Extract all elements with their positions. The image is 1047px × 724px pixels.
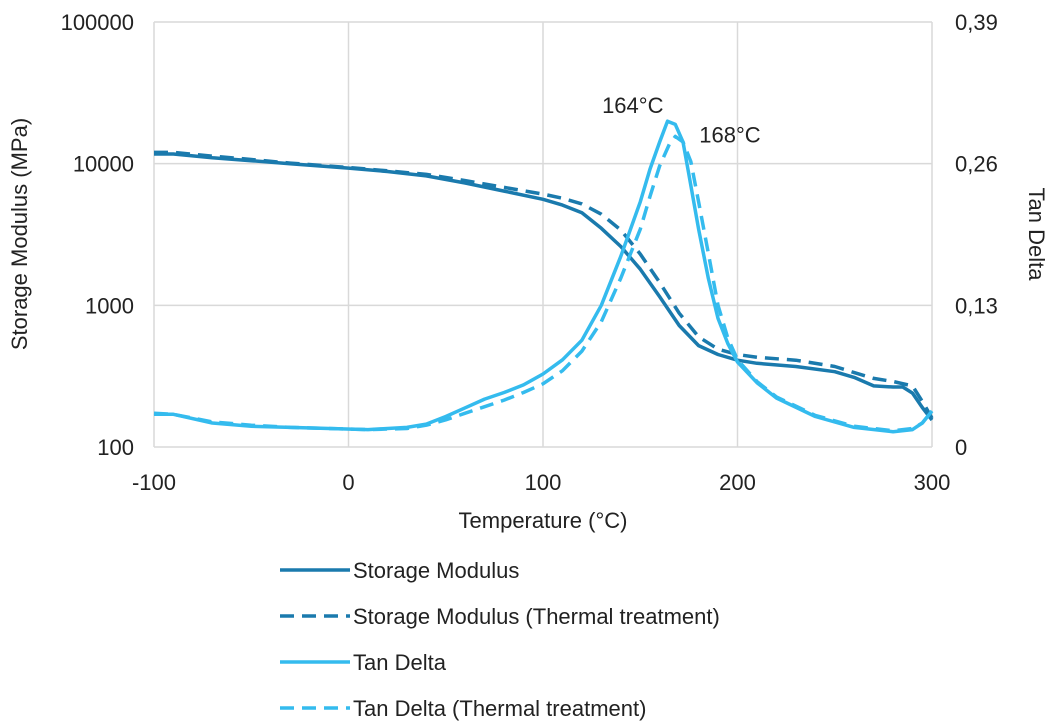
y2-tick-label: 0,26 xyxy=(955,152,998,177)
y2-tick-label: 0,13 xyxy=(955,293,998,318)
y-tick-label: 1000 xyxy=(85,293,134,318)
x-tick-label: 300 xyxy=(914,470,951,495)
series-line-2 xyxy=(154,150,934,419)
y2-tick-label: 0,39 xyxy=(955,10,998,35)
annotations: 164°C 168°C xyxy=(602,93,761,147)
legend-label: Tan Delta xyxy=(353,650,447,675)
annotation-label: 168°C xyxy=(699,122,761,147)
y2-axis-label: Tan Delta xyxy=(1024,188,1047,282)
legend-label: Storage Modulus (Thermal treatment) xyxy=(353,604,720,629)
x-axis-label: Temperature (°C) xyxy=(459,508,628,533)
series-line-1 xyxy=(154,152,934,422)
y-tick-label: 100 xyxy=(97,435,134,460)
grid-lines xyxy=(153,21,933,448)
legend: Storage Modulus Storage Modulus (Thermal … xyxy=(280,558,720,721)
axis-ticks: -100 0 100 200 300 100 1000 10000 100000 0 0,13 0,2… xyxy=(61,10,998,495)
x-tick-label: -100 xyxy=(132,470,176,495)
y2-tick-label: 0 xyxy=(955,435,967,460)
x-tick-label: 100 xyxy=(525,470,562,495)
series-line-4 xyxy=(153,134,934,433)
y-tick-label: 10000 xyxy=(73,152,134,177)
y-axis-label: Storage Modulus (MPa) xyxy=(7,118,32,350)
x-tick-label: 0 xyxy=(342,470,354,495)
legend-label: Storage Modulus xyxy=(353,558,519,583)
plot-series xyxy=(153,119,934,434)
annotation-label: 164°C xyxy=(602,93,664,118)
y-tick-label: 100000 xyxy=(61,10,134,35)
x-tick-label: 200 xyxy=(719,470,756,495)
legend-label: Tan Delta (Thermal treatment) xyxy=(353,696,646,721)
